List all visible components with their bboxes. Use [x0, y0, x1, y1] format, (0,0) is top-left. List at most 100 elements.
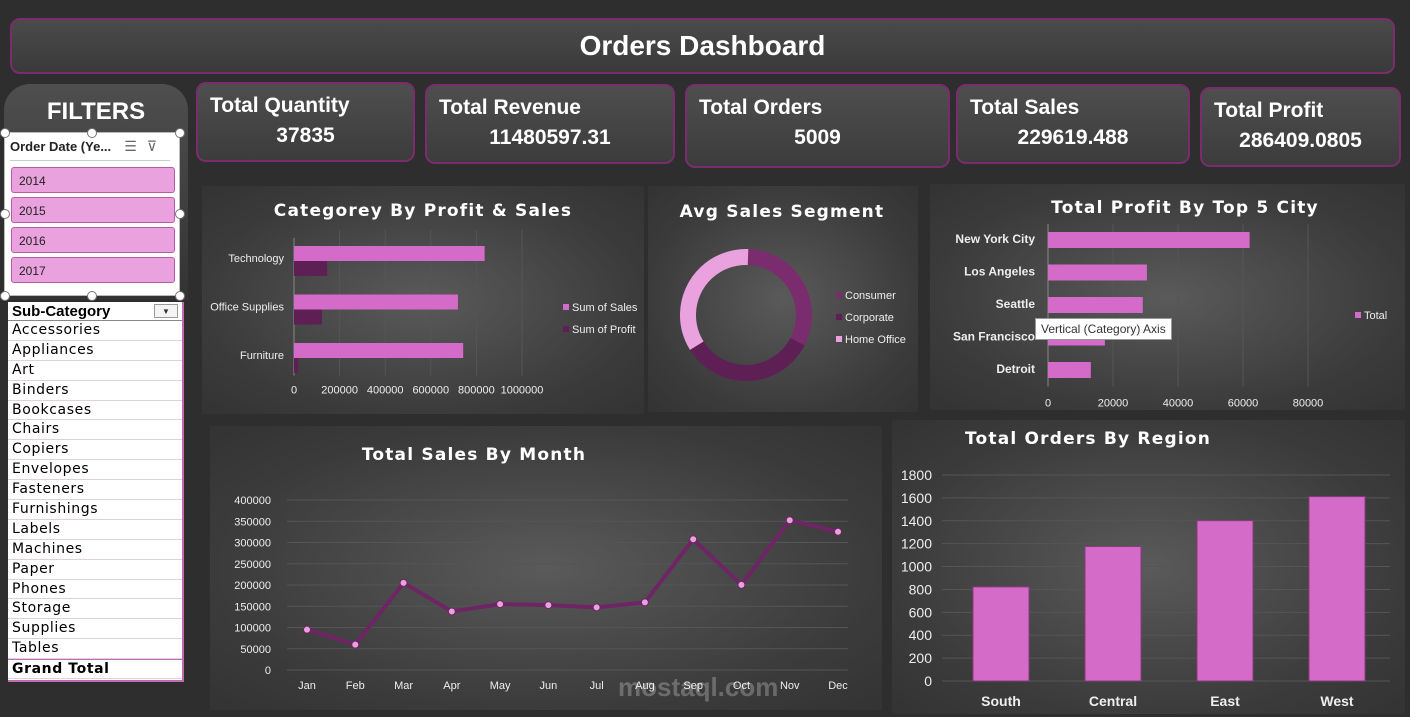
- category-chart-panel: Categorey By Profit & Sales 0 200000 400000…: [202, 186, 644, 414]
- resize-handle[interactable]: [87, 128, 97, 138]
- x-tick-label: 60000: [1228, 398, 1259, 410]
- chart-title: Avg Sales Segment: [680, 202, 885, 222]
- legend-label: Consumer: [845, 290, 896, 302]
- kpi-value: 5009: [794, 126, 841, 149]
- pivot-header-label: Sub-Category: [12, 303, 111, 320]
- x-tick-label: 400000: [367, 385, 404, 397]
- pivot-row: Binders: [8, 381, 182, 401]
- resize-handle[interactable]: [175, 291, 185, 301]
- kpi-value: 37835: [276, 124, 335, 147]
- legend-label: Home Office: [845, 334, 906, 346]
- bar-sales: [294, 246, 485, 261]
- data-point: [785, 516, 794, 525]
- x-tick-label: Jun: [539, 680, 557, 692]
- kpi-title: Total Quantity: [210, 94, 350, 117]
- data-point: [351, 640, 360, 649]
- slicer-item-2015[interactable]: 2015: [11, 197, 175, 223]
- x-tick-label: South: [981, 693, 1021, 709]
- clear-filter-icon[interactable]: ⊽: [146, 139, 167, 155]
- chart-title: Total Profit By Top 5 City: [1051, 198, 1319, 218]
- pivot-row: Tables: [8, 639, 182, 660]
- legend-label: Sum of Sales: [572, 302, 638, 314]
- slicer-item-2014[interactable]: 2014: [11, 167, 175, 193]
- kpi-total-quantity: Total Quantity 37835: [196, 82, 415, 162]
- x-tick-label: Jan: [298, 680, 316, 692]
- bar-total: [1048, 232, 1250, 248]
- pivot-row: Art: [8, 361, 182, 381]
- region-chart-panel: Total Orders By Region 0 200 400 600 800 1000 1…: [892, 420, 1405, 714]
- y-tick-label: 400000: [234, 495, 271, 507]
- pivot-row: Accessories: [8, 321, 182, 341]
- category-label: Office Supplies: [210, 302, 284, 314]
- bar-region: [1308, 496, 1366, 682]
- data-point: [496, 600, 505, 609]
- category-label: New York City: [955, 232, 1035, 246]
- y-tick-label: 250000: [234, 559, 271, 571]
- kpi-title: Total Profit: [1214, 99, 1324, 122]
- x-tick-label: Feb: [346, 680, 365, 692]
- category-profit-sales-chart: Categorey By Profit & Sales 0 200000 400000…: [210, 201, 638, 397]
- top-city-profit-chart: Total Profit By Top 5 City 0 20000 40000 600…: [953, 198, 1387, 410]
- year-slicer[interactable]: Order Date (Ye... ☰⊽ 2014 2015 2016 2017: [0, 128, 185, 301]
- data-point: [544, 601, 553, 610]
- resize-handle[interactable]: [175, 209, 185, 219]
- resize-handle[interactable]: [0, 209, 10, 219]
- x-tick-label: Aug: [635, 680, 655, 692]
- bar-region: [1196, 520, 1254, 682]
- resize-handle[interactable]: [87, 291, 97, 301]
- kpi-title: Total Revenue: [439, 96, 581, 119]
- y-tick-label: 150000: [234, 601, 271, 613]
- pivot-header: Sub-Category ▼: [8, 302, 182, 321]
- data-point: [640, 598, 649, 607]
- legend-label: Corporate: [845, 312, 894, 324]
- kpi-title: Total Sales: [970, 96, 1080, 119]
- pivot-row: Appliances: [8, 341, 182, 361]
- pivot-row: Machines: [8, 540, 182, 560]
- y-tick-label: 1200: [901, 536, 932, 552]
- legend-swatch: [836, 314, 842, 320]
- x-tick-label: 800000: [458, 385, 495, 397]
- data-point: [399, 578, 408, 587]
- chart-title: Categorey By Profit & Sales: [274, 201, 572, 221]
- slicer-item-2017[interactable]: 2017: [11, 257, 175, 283]
- kpi-value: 229619.488: [1017, 126, 1129, 149]
- pivot-row: Paper: [8, 560, 182, 580]
- legend-swatch: [1355, 312, 1361, 318]
- y-tick-label: 1400: [901, 513, 932, 529]
- city-chart-panel: Total Profit By Top 5 City 0 20000 40000 600…: [930, 184, 1405, 410]
- x-tick-label: 80000: [1293, 398, 1324, 410]
- data-point: [689, 535, 698, 544]
- donut-slice: [680, 249, 812, 381]
- sales-by-month-chart: Total Sales By Month 0 50000 100000 150000 20…: [234, 445, 848, 692]
- bar-profit: [294, 358, 299, 373]
- x-tick-label: 200000: [321, 385, 358, 397]
- resize-handle[interactable]: [0, 291, 10, 301]
- x-tick-label: 0: [291, 385, 297, 397]
- x-tick-label: East: [1210, 693, 1240, 709]
- y-tick-label: 1800: [901, 467, 932, 483]
- kpi-total-sales: Total Sales 229619.488: [956, 84, 1190, 164]
- bar-profit: [294, 309, 322, 325]
- kpi-value: 11480597.31: [489, 126, 611, 149]
- avg-sales-segment-chart: Avg Sales Segment Consumer Corporate Home O…: [680, 202, 906, 381]
- axis-tooltip: Vertical (Category) Axis: [1035, 318, 1172, 340]
- data-point: [303, 625, 311, 634]
- category-label: San Francisco: [953, 330, 1035, 344]
- kpi-title: Total Orders: [699, 96, 823, 119]
- category-label: Technology: [228, 253, 284, 265]
- y-tick-label: 350000: [234, 516, 271, 528]
- y-tick-label: 200000: [234, 580, 271, 592]
- resize-handle[interactable]: [175, 128, 185, 138]
- x-tick-label: May: [490, 680, 511, 692]
- resize-handle[interactable]: [0, 128, 10, 138]
- data-point: [834, 527, 842, 536]
- slicer-title: Order Date (Ye...: [10, 139, 170, 161]
- sub-category-pivot-table: Sub-Category ▼ Accessories Appliances Art B…: [8, 302, 184, 682]
- dropdown-arrow-icon[interactable]: ▼: [154, 304, 178, 318]
- multi-select-icon[interactable]: ☰: [124, 139, 147, 155]
- watermark-text: mostaql.com: [618, 672, 779, 702]
- slicer-item-2016[interactable]: 2016: [11, 227, 175, 253]
- legend-label: Total: [1364, 310, 1387, 322]
- pivot-row: Chairs: [8, 420, 182, 441]
- kpi-total-profit: Total Profit 286409.0805: [1200, 87, 1401, 167]
